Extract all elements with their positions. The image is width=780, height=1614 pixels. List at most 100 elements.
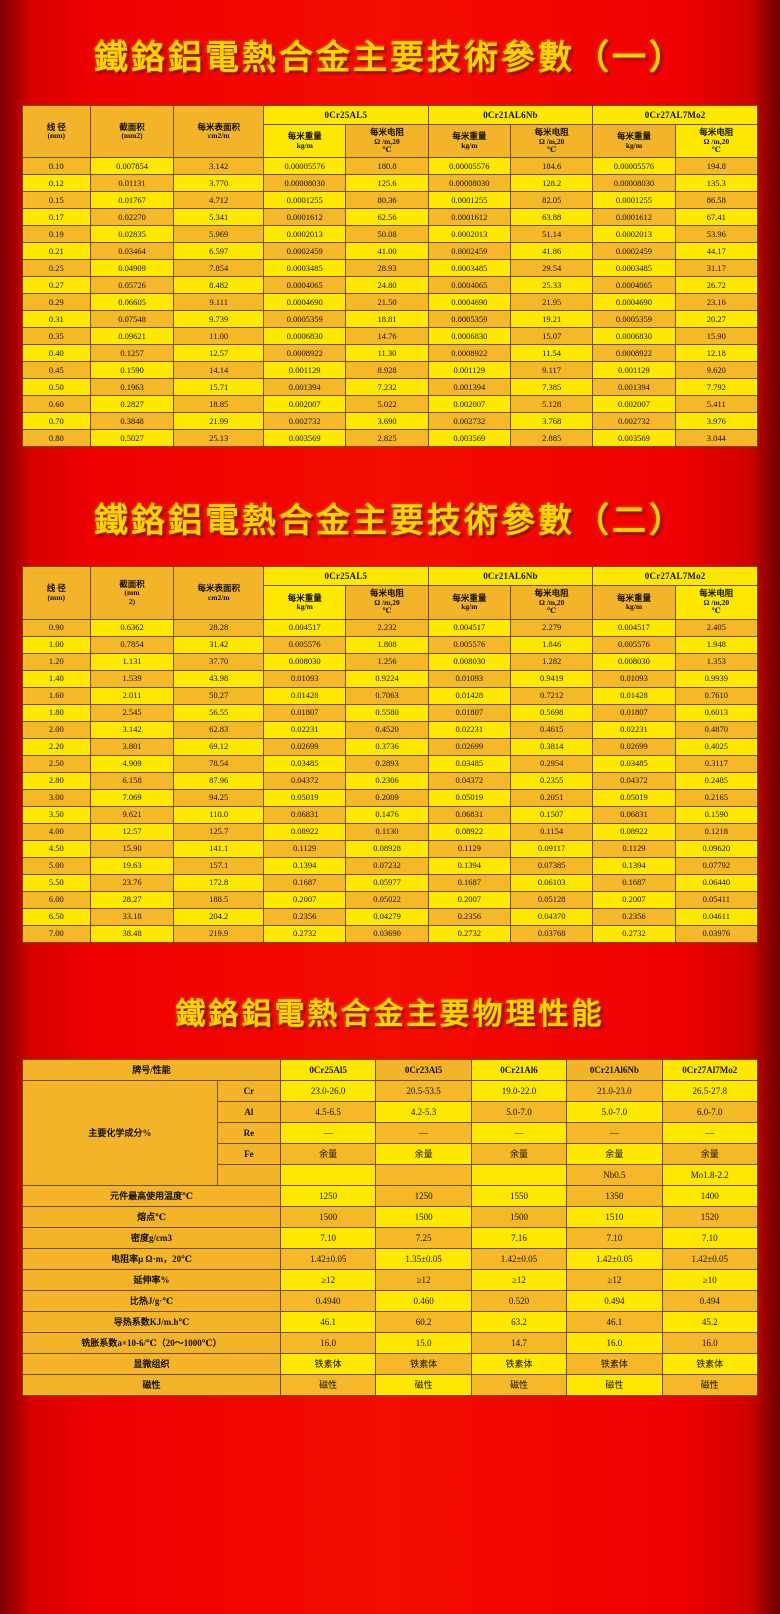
cell-value: 0.08922: [263, 822, 347, 841]
cell-value: 0.0003485: [592, 259, 676, 278]
cell-value: 0.09620: [674, 839, 759, 858]
cell-value: 0.004517: [592, 618, 676, 637]
cell-diameter: 0.21: [22, 242, 91, 261]
cell-value: 3.976: [674, 412, 759, 431]
cell-value: 5.022: [345, 395, 429, 414]
cell-value: 0.01807: [427, 703, 511, 722]
cell-value: 41.00: [345, 242, 429, 261]
cell-value: 0.2732: [592, 924, 676, 943]
cell-value: 0.02231: [263, 720, 347, 739]
cell-value: 0.001394: [427, 378, 511, 397]
cell-value: 4.909: [89, 754, 175, 773]
cell-value: 0.01428: [427, 686, 511, 705]
cell-diameter: 0.80: [22, 429, 91, 448]
cell-value: 125.6: [345, 174, 429, 193]
cell-value: 15.90: [674, 327, 759, 346]
cell-value: 0.0008922: [427, 344, 511, 363]
cell-value: 0.01093: [592, 669, 676, 688]
table-row: 1.20 1.131 37.70 0.008030 1.256 0.008030 1.282…: [22, 652, 759, 671]
table-row: 0.29 0.06605 9.111 0.0004690 21.50 0.0004690 2…: [22, 293, 759, 312]
table-technical-parameters-1: 线 径 (mm) 截面积 (mm2) 每米表面积 cm2/m 0Cr25AL5 …: [22, 104, 759, 448]
cell-value: 0.05019: [263, 788, 347, 807]
cell-value: 0.0003485: [427, 259, 511, 278]
cell-value: 5.128: [509, 395, 594, 414]
cell-value: 4.712: [173, 191, 265, 210]
cell-value: 23.76: [89, 873, 175, 892]
cell-value: 0.03464: [89, 242, 175, 261]
row-label-property: 熔点℃: [22, 1205, 281, 1228]
cell-value: 0.0005359: [263, 310, 347, 329]
cell-value: 0.09621: [89, 327, 175, 346]
cell-value: 0.008030: [427, 652, 511, 671]
header-resistance-2: 每米电阻 Ω /m,20 ℃: [509, 124, 594, 159]
table-row: 0.90 0.6362 28.28 0.004517 2.232 0.004517 2.27…: [22, 618, 759, 637]
cell-value: 0.08922: [592, 822, 676, 841]
cell-value: 184.6: [509, 157, 594, 176]
cell-value: 0.1129: [592, 839, 676, 858]
cell-value: 0.04372: [263, 771, 347, 790]
table-row: 0.15 0.01767 4.712 0.0001255 80.36 0.0001255 8…: [22, 191, 759, 210]
cell-value: 20.27: [674, 310, 759, 329]
cell-value: 0.007854: [89, 157, 175, 176]
cell-value: 0.2732: [427, 924, 511, 943]
cell-value: 0.9224: [345, 669, 429, 688]
cell-value: 磁性: [661, 1373, 759, 1396]
cell-value: 0.5698: [509, 703, 594, 722]
cell-value: 63.2: [470, 1310, 568, 1333]
cell-value: 9.621: [89, 805, 175, 824]
cell-value: ≥12: [566, 1268, 663, 1291]
cell-value: 0.07232: [345, 856, 429, 875]
cell-value: 0.05726: [89, 276, 175, 295]
cell-value: 0.09117: [509, 839, 594, 858]
cell-value: 0.01428: [592, 686, 676, 705]
cell-value: 0.0006830: [592, 327, 676, 346]
cell-value: 0.2732: [263, 924, 347, 943]
cell-value: 0.002007: [592, 395, 676, 414]
header-area: 截面积 (mm 2): [89, 566, 175, 620]
cell-value: Mo1.8-2.2: [661, 1163, 759, 1186]
cell-value: 2.232: [345, 618, 429, 637]
table-row: 密度g/cm3 7.10 7.25 7.16 7.10 7.10: [22, 1226, 759, 1249]
cell-value: 0.02835: [89, 225, 175, 244]
cell-value: 0.1963: [89, 378, 175, 397]
cell-value: 53.96: [674, 225, 759, 244]
cell-value: 188.5: [173, 890, 265, 909]
cell-value: 磁性: [566, 1373, 663, 1396]
cell-value: 0.002732: [263, 412, 347, 431]
cell-value: 1.948: [674, 635, 759, 654]
cell-value: 180.8: [345, 157, 429, 176]
cell-value: ≥12: [375, 1268, 472, 1291]
cell-element-symbol: [216, 1163, 281, 1186]
cell-value: 0.0001612: [592, 208, 676, 227]
cell-value: 3.770: [173, 174, 265, 193]
header-alloy-grade: 0Cr23Al5: [375, 1058, 472, 1081]
cell-value: 0.04611: [674, 907, 759, 926]
cell-value: 3.142: [89, 720, 175, 739]
cell-value: 0.0006830: [263, 327, 347, 346]
cell-value: 18.81: [345, 310, 429, 329]
table-row: 2.00 3.142 62.83 0.02231 0.4520 0.02231 0.4615…: [22, 720, 759, 739]
cell-value: 28.28: [173, 618, 265, 637]
cell-value: 1520: [661, 1205, 759, 1228]
table-row: 0.70 0.3848 21.99 0.002732 3.690 0.002732 3.76…: [22, 412, 759, 431]
header-alloy-2: 0Cr21AL6Nb: [427, 104, 594, 126]
cell-value: 45.2: [661, 1310, 759, 1333]
cell-value: 0.0004065: [592, 276, 676, 295]
cell-value: —: [566, 1121, 663, 1144]
table-row: 0.21 0.03464 6.597 0.0002459 41.00 0.0002459 4…: [22, 242, 759, 261]
table-row: 磁性 磁性 磁性 磁性 磁性 磁性: [22, 1373, 759, 1396]
cell-value: 0.9939: [674, 669, 759, 688]
cell-value: 9.111: [173, 293, 265, 312]
header-alloy-grade: 0Cr27Al7Mo2: [661, 1058, 759, 1081]
cell-value: 1.35±0.05: [375, 1247, 472, 1270]
cell-value: 8.928: [345, 361, 429, 380]
cell-value: 7.16: [470, 1226, 568, 1249]
cell-value: 3.044: [674, 429, 759, 448]
header-alloy-grade: 0Cr25Al5: [279, 1058, 377, 1081]
cell-diameter: 1.20: [22, 652, 91, 671]
cell-value: 0.02699: [263, 737, 347, 756]
cell-value: 44.17: [674, 242, 759, 261]
page-title-1: 鐵鉻鋁電熱合金主要技術參數（一）: [94, 38, 686, 78]
cell-value: 1.808: [345, 635, 429, 654]
cell-value: 194.8: [674, 157, 759, 176]
